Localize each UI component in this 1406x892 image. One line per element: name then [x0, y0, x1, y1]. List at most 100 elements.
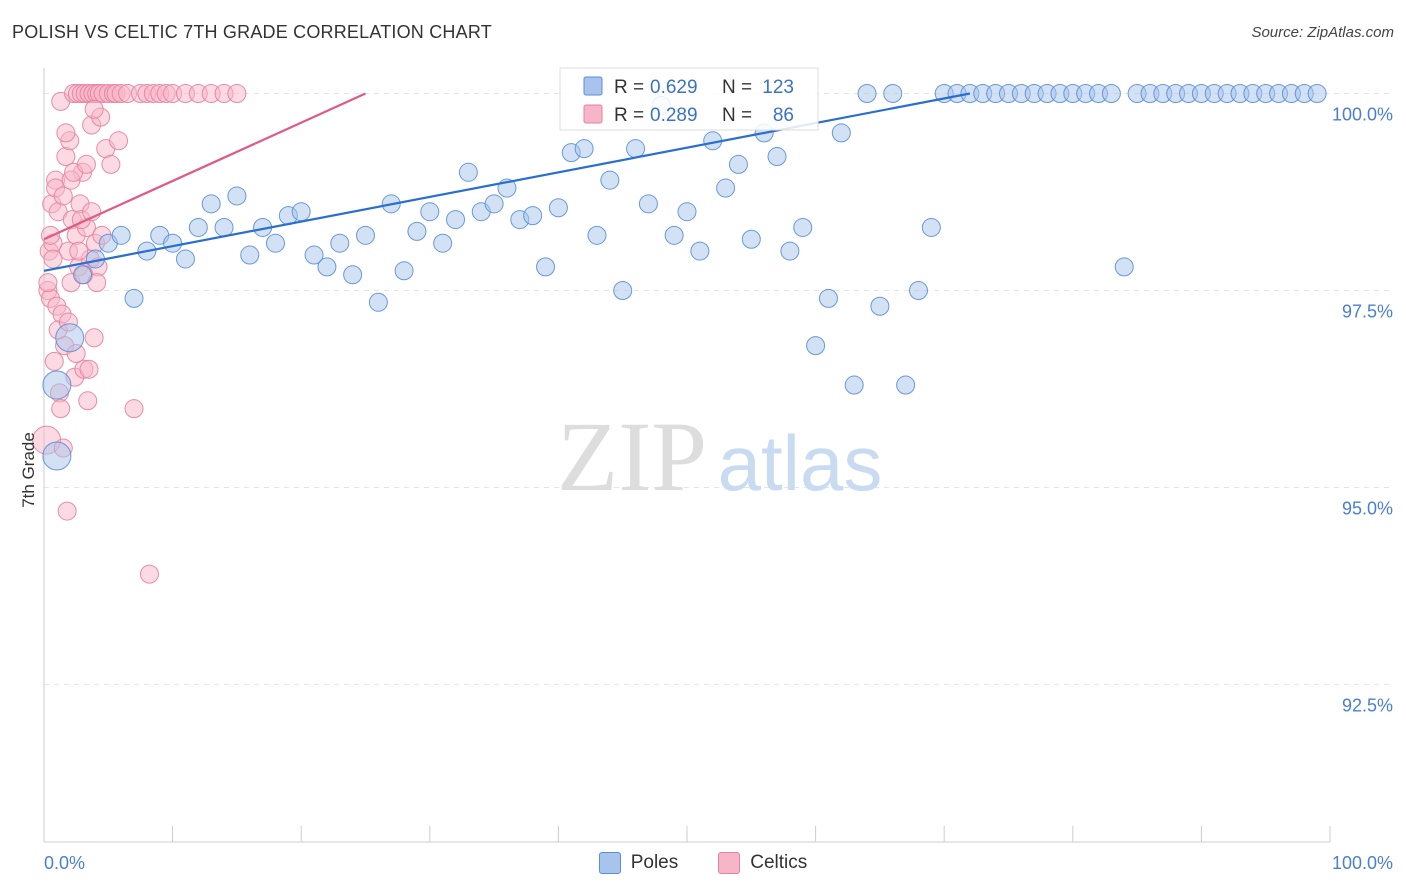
data-point-poles: [897, 376, 915, 394]
stats-r-label: R =: [614, 105, 644, 126]
data-point-poles: [421, 203, 439, 221]
data-point-celtics: [79, 392, 97, 410]
data-point-poles: [43, 442, 71, 470]
data-point-celtics: [52, 400, 70, 418]
data-point-poles: [781, 242, 799, 260]
data-point-poles: [858, 85, 876, 103]
watermark-atlas: atlas: [718, 419, 883, 507]
data-point-poles: [344, 266, 362, 284]
data-point-poles: [292, 203, 310, 221]
data-point-poles: [56, 324, 84, 352]
stats-n-value: 123: [762, 77, 794, 98]
data-point-celtics: [54, 187, 72, 205]
data-point-poles: [588, 226, 606, 244]
data-point-poles: [202, 195, 220, 213]
data-point-poles: [832, 124, 850, 142]
data-point-poles: [922, 218, 940, 236]
data-point-poles: [74, 266, 92, 284]
data-point-poles: [601, 171, 619, 189]
data-point-celtics: [39, 274, 57, 292]
stats-r-value: 0.289: [650, 105, 698, 126]
data-point-poles: [112, 226, 130, 244]
data-point-poles: [627, 140, 645, 158]
data-point-poles: [768, 148, 786, 166]
legend-swatch-poles: [599, 852, 621, 874]
data-point-poles: [228, 187, 246, 205]
trend-lines: [44, 94, 970, 271]
data-point-poles: [331, 234, 349, 252]
data-point-poles: [819, 289, 837, 307]
data-point-poles: [125, 289, 143, 307]
data-point-poles: [215, 218, 233, 236]
data-point-poles: [1102, 85, 1120, 103]
data-point-poles: [845, 376, 863, 394]
data-point-poles: [575, 140, 593, 158]
legend-label-celtics: Celtics: [750, 852, 807, 874]
data-point-poles: [807, 337, 825, 355]
data-point-poles: [524, 207, 542, 225]
data-point-poles: [447, 211, 465, 229]
legend-swatch-celtics: [718, 852, 740, 874]
data-point-poles: [176, 250, 194, 268]
y-axis-label: 7th Grade: [19, 432, 38, 508]
data-point-poles: [639, 195, 657, 213]
legend-label-poles: Poles: [631, 852, 679, 874]
stats-swatch: [584, 105, 602, 123]
data-point-celtics: [70, 242, 88, 260]
data-point-poles: [266, 234, 284, 252]
bottom-legend: Poles Celtics: [0, 852, 1406, 874]
stats-r-label: R =: [614, 77, 644, 98]
data-point-poles: [691, 242, 709, 260]
data-point-poles: [434, 234, 452, 252]
y-tick-label: 95.0%: [1342, 498, 1393, 518]
watermark: ZIP atlas: [557, 401, 882, 512]
legend-item-celtics[interactable]: Celtics: [718, 852, 807, 874]
data-point-poles: [241, 246, 259, 264]
data-point-poles: [318, 258, 336, 276]
data-point-celtics: [140, 565, 158, 583]
data-point-poles: [729, 155, 747, 173]
y-tick-label: 92.5%: [1342, 695, 1393, 715]
data-point-poles: [871, 297, 889, 315]
data-point-poles: [537, 258, 555, 276]
stats-legend-box: R =0.629N =123R =0.289N =86: [560, 68, 818, 130]
data-point-poles: [164, 234, 182, 252]
legend-item-poles[interactable]: Poles: [599, 852, 679, 874]
data-point-poles: [549, 199, 567, 217]
stats-n-value: 86: [773, 105, 794, 126]
data-point-poles: [189, 218, 207, 236]
data-point-poles: [794, 218, 812, 236]
scatter-chart: ZIP atlas 100.0%97.5%95.0%92.5%0.0%100.0…: [0, 0, 1406, 892]
data-point-poles: [742, 230, 760, 248]
data-point-poles: [485, 195, 503, 213]
watermark-zip: ZIP: [557, 401, 707, 512]
data-point-poles: [1308, 85, 1326, 103]
data-point-celtics: [45, 352, 63, 370]
gridlines: [44, 94, 1392, 685]
data-point-celtics: [125, 400, 143, 418]
data-point-celtics: [110, 132, 128, 150]
data-point-celtics: [58, 502, 76, 520]
stats-swatch: [584, 77, 602, 95]
data-point-poles: [665, 226, 683, 244]
data-point-poles: [678, 203, 696, 221]
data-point-poles: [408, 222, 426, 240]
stats-r-value: 0.629: [650, 77, 698, 98]
stats-n-label: N =: [722, 77, 752, 98]
data-point-poles: [357, 226, 375, 244]
data-point-poles: [369, 293, 387, 311]
data-point-celtics: [57, 148, 75, 166]
data-point-celtics: [44, 250, 62, 268]
data-point-poles: [614, 281, 632, 299]
data-point-celtics: [57, 124, 75, 142]
y-tick-label: 97.5%: [1342, 301, 1393, 321]
data-point-poles: [1115, 258, 1133, 276]
data-point-poles: [884, 85, 902, 103]
data-point-celtics: [85, 100, 103, 118]
data-point-celtics: [85, 329, 103, 347]
data-point-celtics: [77, 155, 95, 173]
trend-line-poles: [44, 94, 970, 271]
data-point-celtics: [102, 155, 120, 173]
data-point-poles: [43, 371, 71, 399]
data-point-poles: [459, 163, 477, 181]
